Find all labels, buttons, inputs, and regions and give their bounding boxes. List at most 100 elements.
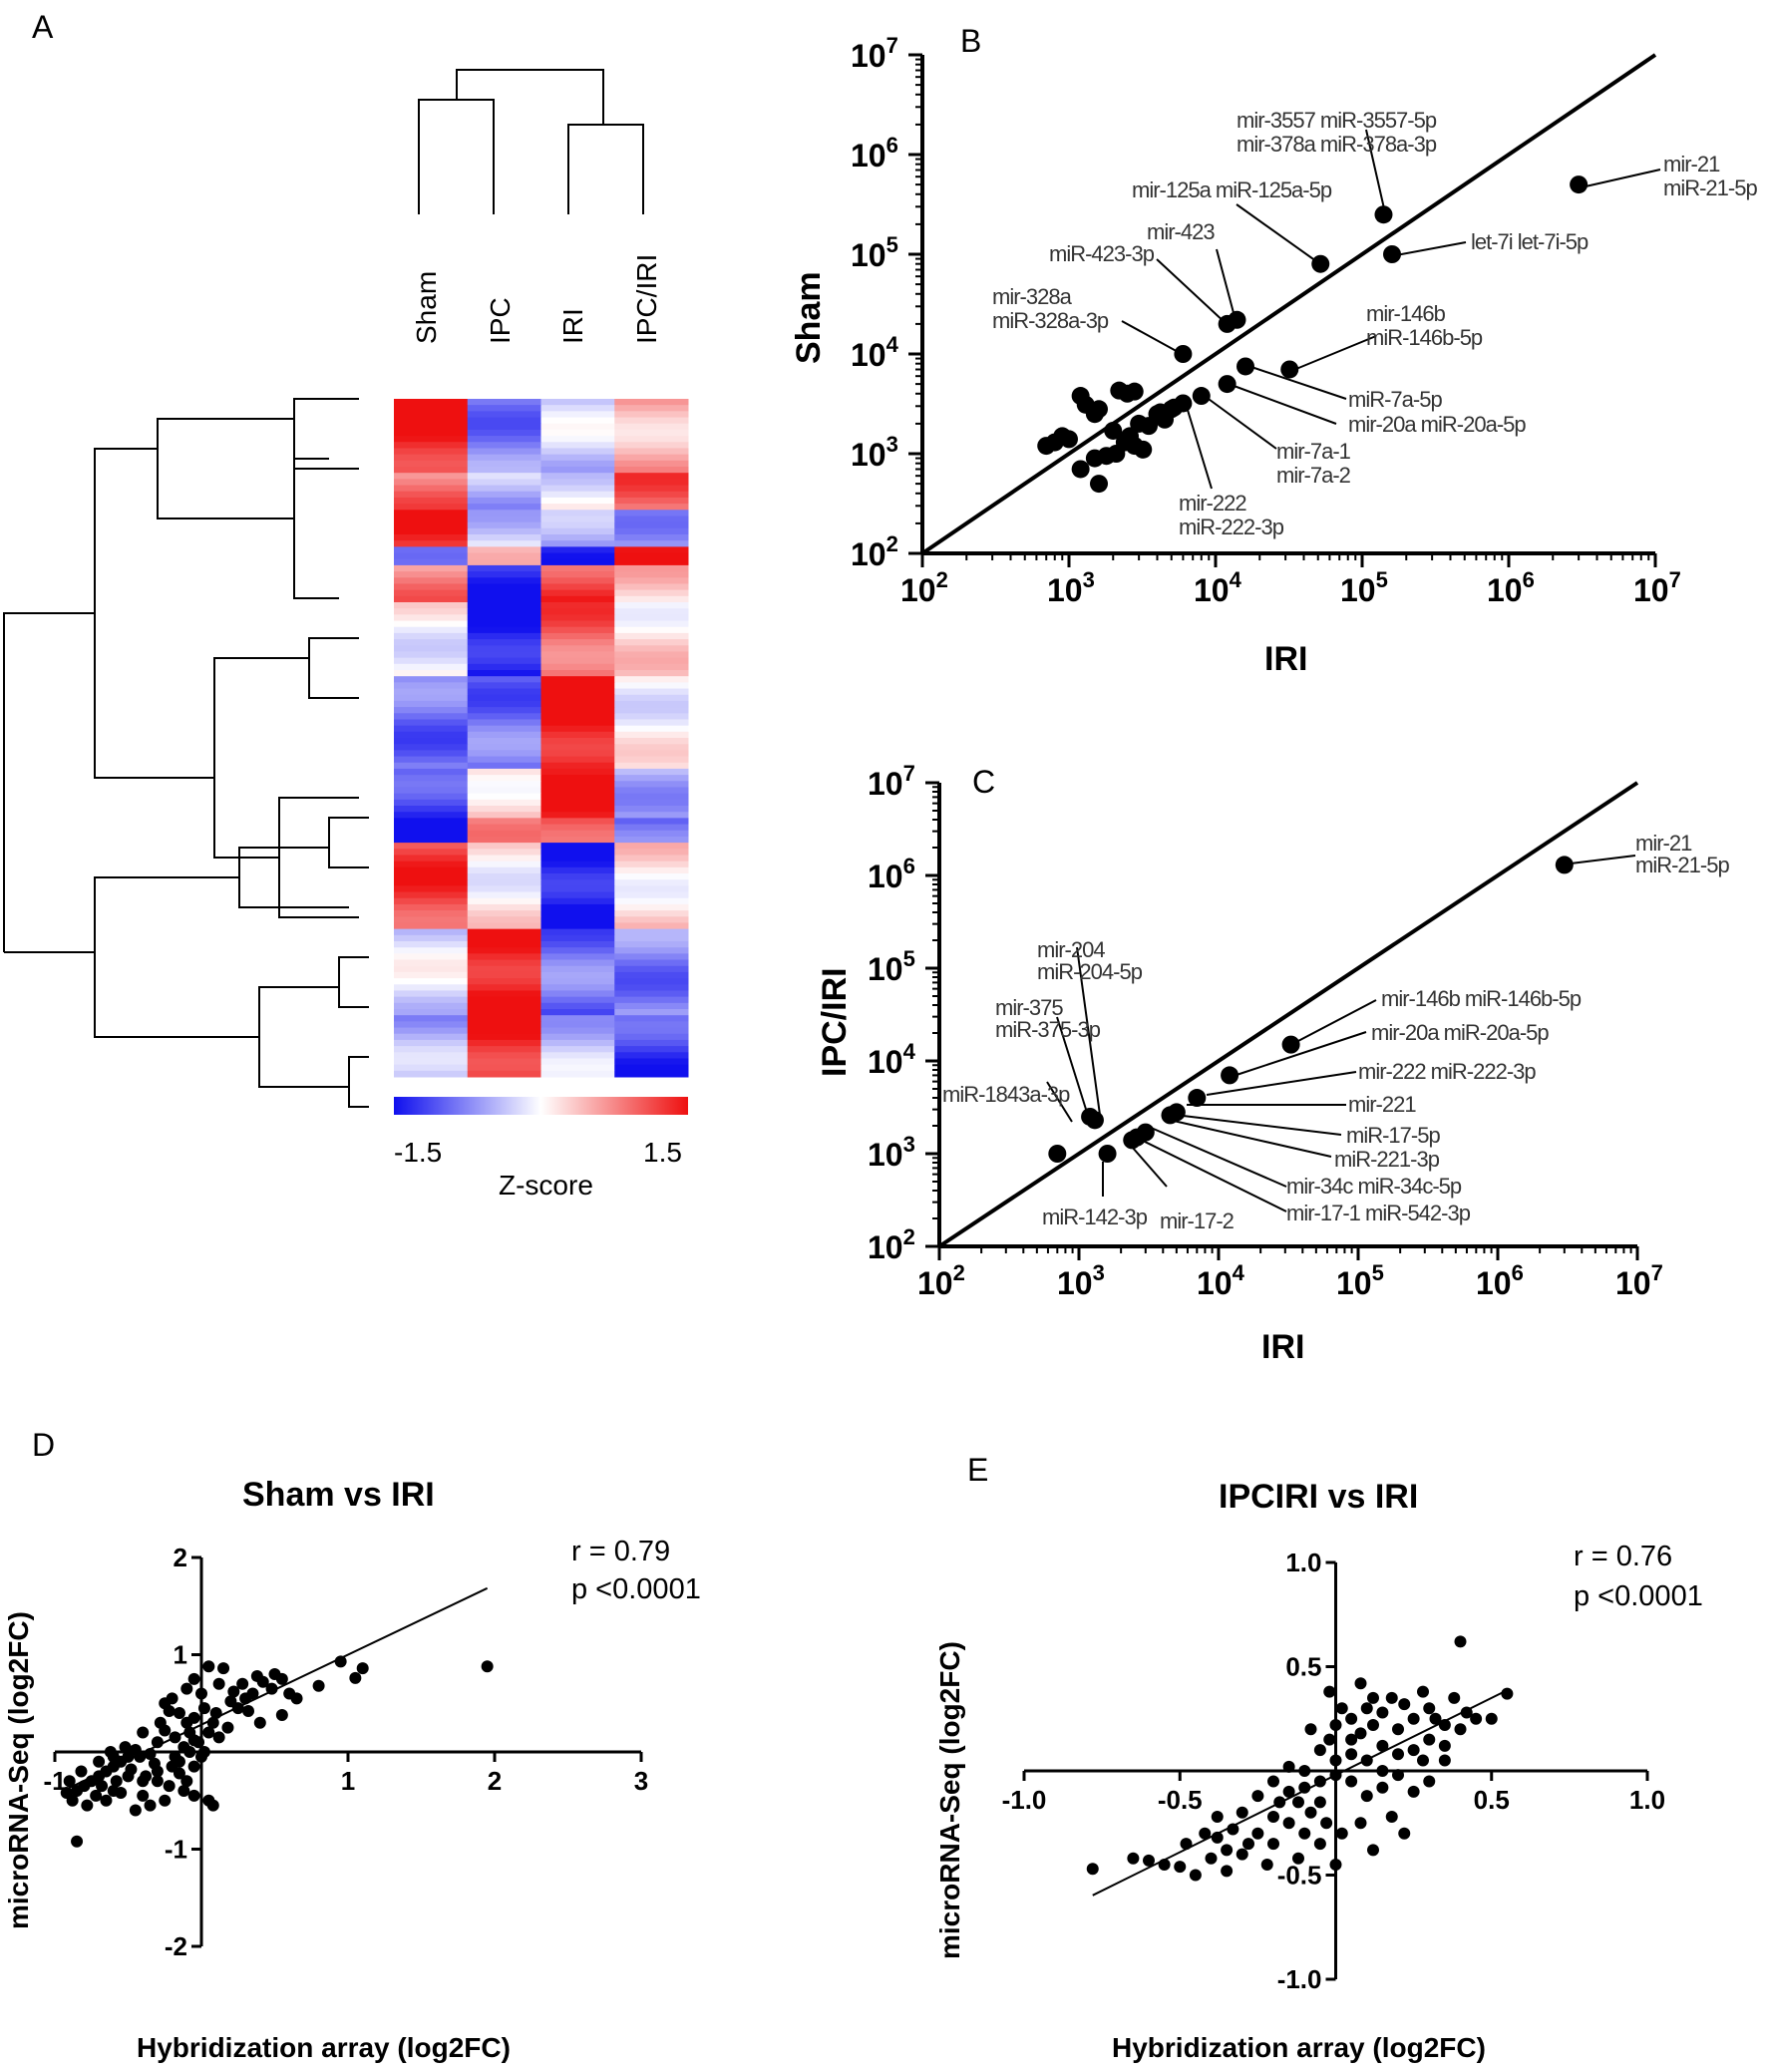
- heatmap-cell: [394, 903, 469, 911]
- data-point: [1292, 1796, 1304, 1809]
- data-point: [110, 1775, 123, 1788]
- data-point: [1385, 1810, 1398, 1823]
- data-point: [1360, 1790, 1373, 1803]
- heatmap-cell: [467, 473, 541, 480]
- heatmap-cell: [614, 947, 689, 954]
- data-point: [246, 1687, 259, 1700]
- data-point: [275, 1708, 288, 1721]
- heatmap-cell: [540, 639, 615, 646]
- heatmap-cell: [467, 485, 541, 493]
- panel-d-scatter: Sham vs IRI -1 1 2 3 -2 -1 1 2 r = 0.79 p <0.00…: [3, 1476, 701, 2063]
- y-tick-exponent: 5: [903, 946, 915, 971]
- data-point: [1392, 1723, 1404, 1736]
- heatmap-cell: [394, 411, 469, 419]
- data-point: [1423, 1733, 1436, 1746]
- heatmap-cell: [614, 552, 689, 560]
- heatmap-cell: [394, 602, 469, 609]
- panel-d-stat-p: p <0.0001: [571, 1573, 701, 1605]
- heatmap-cell: [467, 442, 541, 449]
- heatmap-cell: [540, 657, 615, 665]
- heatmap-cell: [467, 818, 541, 826]
- heatmap-cell: [540, 448, 615, 456]
- heatmap-cell: [394, 725, 469, 733]
- data-point: [1280, 360, 1299, 379]
- heatmap-cell: [394, 620, 469, 628]
- label-mir-328a-l2: miR-328a-3p: [992, 308, 1109, 333]
- label-mir-34c: mir-34c miR-34c-5p: [1286, 1174, 1462, 1199]
- data-point: [1282, 1760, 1295, 1773]
- heatmap-cell: [467, 651, 541, 659]
- heatmap-cell: [614, 1046, 689, 1053]
- heatmap-cell: [540, 521, 615, 529]
- panel-e-xlabel: Hybridization array (log2FC): [1112, 2032, 1486, 2063]
- heatmap-cell: [467, 504, 541, 511]
- heatmap-cell: [394, 491, 469, 499]
- heatmap-cell: [540, 812, 615, 819]
- x-tick-label: 106: [1476, 1260, 1524, 1301]
- heatmap-cell: [614, 843, 689, 850]
- heatmap-cell: [614, 762, 689, 770]
- data-point: [1104, 421, 1123, 440]
- label-mir-21: mir-21 miR-21-5p: [1635, 831, 1729, 877]
- data-point: [1236, 1848, 1248, 1861]
- data-point: [1360, 1702, 1373, 1715]
- heatmap-cell: [614, 775, 689, 782]
- panel-e-title: IPCIRI vs IRI: [1219, 1478, 1418, 1516]
- heatmap-cell: [467, 552, 541, 560]
- heatmap-cell: [540, 799, 615, 807]
- heatmap-cell: [614, 473, 689, 480]
- heatmap-cell: [540, 510, 615, 517]
- label-mir-204-l2: miR-204-5p: [1037, 959, 1143, 984]
- label-mir-146b: mir-146b miR-146b-5p: [1381, 986, 1582, 1011]
- label-mir-423-3p: miR-423-3p: [1049, 241, 1155, 266]
- data-point: [206, 1716, 219, 1729]
- heatmap-cell: [467, 620, 541, 628]
- x-tick-label: 107: [1615, 1260, 1663, 1301]
- heatmap-cell: [614, 879, 689, 886]
- heatmap-cell: [467, 916, 541, 923]
- data-point: [1329, 1769, 1342, 1782]
- heatmap-cell: [394, 787, 469, 795]
- heatmap-cell: [614, 467, 689, 474]
- heatmap-cell: [467, 645, 541, 652]
- heatmap-cell: [614, 497, 689, 505]
- data-point: [1311, 254, 1330, 273]
- heatmap-cell: [394, 663, 469, 671]
- heatmap-cell: [467, 510, 541, 517]
- heatmap-cell: [614, 479, 689, 487]
- heatmap-cell: [540, 411, 615, 419]
- heatmap-cell: [614, 620, 689, 628]
- heatmap-cell: [614, 1009, 689, 1016]
- heatmap-cell: [614, 812, 689, 819]
- heatmap-cell: [540, 873, 615, 880]
- heatmap-cell: [467, 1002, 541, 1010]
- heatmap-cell: [614, 564, 689, 572]
- data-point: [1367, 1691, 1379, 1704]
- y-tick-label: 106: [868, 854, 915, 894]
- colorbar-min-label: -1.5: [394, 1137, 442, 1168]
- heatmap-cell: [467, 577, 541, 584]
- heatmap-cell: [467, 479, 541, 487]
- heatmap-cell: [540, 1033, 615, 1041]
- data-point: [1448, 1691, 1461, 1704]
- label-mir-21-l1: mir-21: [1663, 152, 1720, 176]
- heatmap-cell: [540, 971, 615, 979]
- data-point: [1313, 1775, 1326, 1788]
- data-point: [1227, 1823, 1239, 1836]
- heatmap-cell: [540, 934, 615, 942]
- data-point: [265, 1682, 278, 1695]
- heatmap-cell: [614, 632, 689, 640]
- heatmap-cell: [540, 1015, 615, 1022]
- heatmap-cell: [540, 996, 615, 1004]
- data-point: [1398, 1827, 1411, 1840]
- colorbar-title: Z-score: [499, 1170, 593, 1201]
- data-point: [1354, 1677, 1367, 1690]
- heatmap-cell: [540, 855, 615, 863]
- heatmap-cell: [540, 762, 615, 770]
- data-point: [1454, 1723, 1467, 1736]
- heatmap-cell: [614, 1002, 689, 1010]
- data-point: [356, 1662, 369, 1675]
- heatmap-cell: [614, 928, 689, 936]
- heatmap-cell: [394, 1058, 469, 1066]
- heatmap-cell: [540, 1027, 615, 1035]
